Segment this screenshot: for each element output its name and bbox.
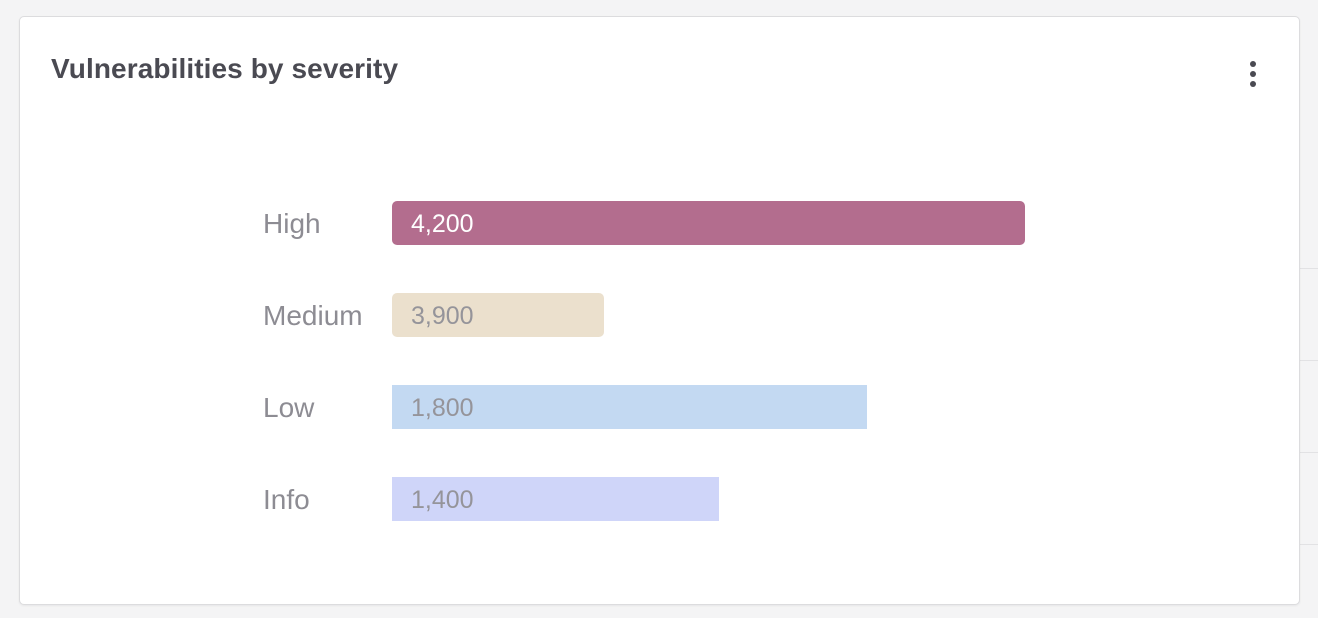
- bar-info[interactable]: [392, 477, 719, 521]
- guide-line: [1300, 544, 1318, 545]
- category-label-low: Low: [263, 392, 315, 423]
- bar-chart: High 4,200 Medium 3,900 Low 1,800 Info 1,400: [263, 201, 1025, 521]
- card-title: Vulnerabilities by severity: [51, 53, 399, 84]
- value-label-info: 1,400: [411, 486, 474, 514]
- value-label-medium: 3,900: [411, 302, 474, 330]
- severity-card: Vulnerabilities by severity High 4,200 Med…: [19, 16, 1300, 605]
- value-label-high: 4,200: [411, 210, 474, 238]
- background-guides: [1300, 0, 1318, 618]
- guide-line: [1300, 452, 1318, 453]
- value-label-low: 1,800: [411, 394, 474, 422]
- category-label-info: Info: [263, 484, 310, 515]
- bar-high[interactable]: [392, 201, 1025, 245]
- category-label-medium: Medium: [263, 300, 363, 331]
- kebab-dot: [1250, 61, 1256, 67]
- kebab-dot: [1250, 71, 1256, 77]
- bar-low[interactable]: [392, 385, 867, 429]
- kebab-menu-icon[interactable]: [1242, 57, 1266, 91]
- category-label-high: High: [263, 208, 321, 239]
- guide-line: [1300, 360, 1318, 361]
- bar-medium[interactable]: [392, 293, 604, 337]
- guide-line: [1300, 268, 1318, 269]
- kebab-dot: [1250, 81, 1256, 87]
